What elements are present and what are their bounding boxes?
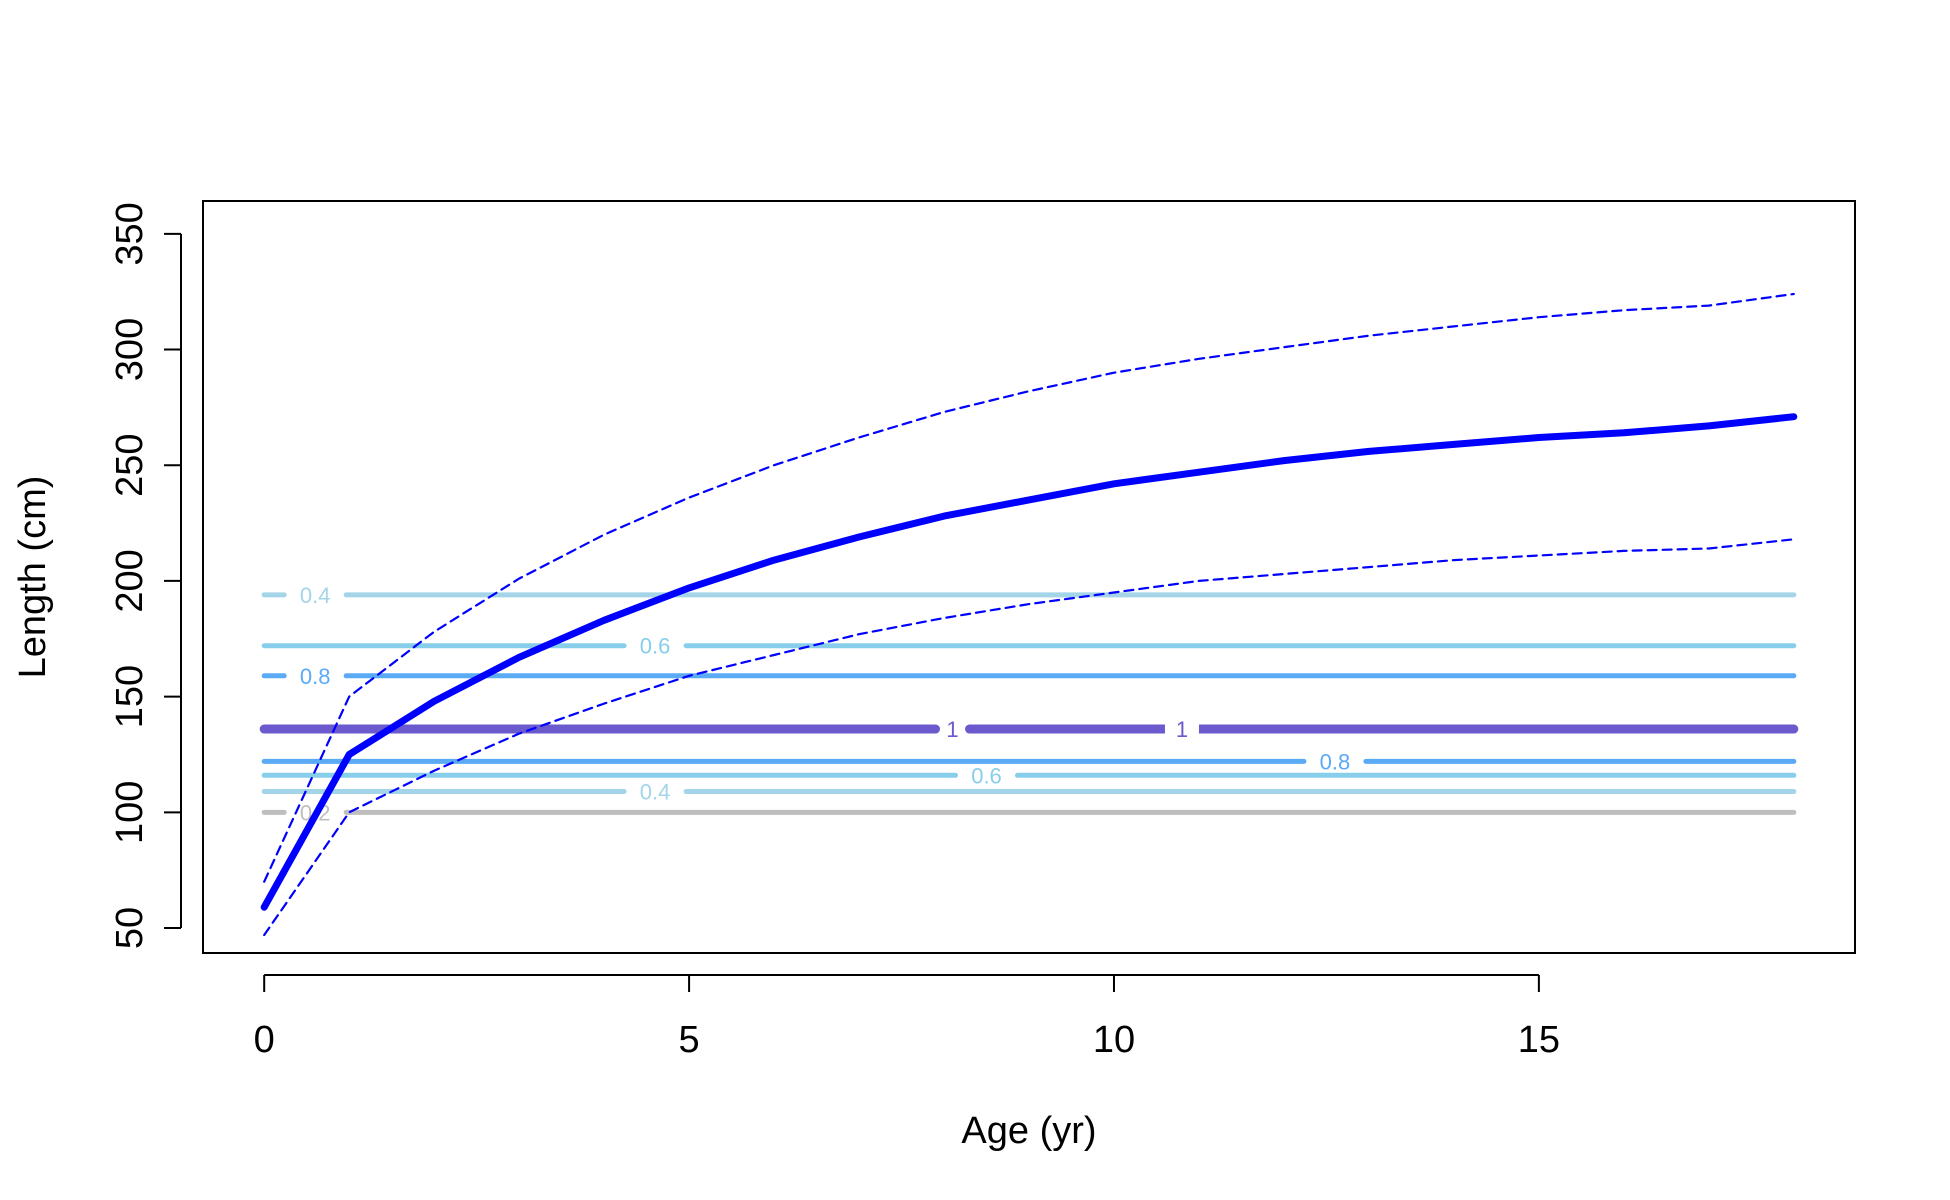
x-tick-label-0: 0 (254, 1019, 275, 1061)
data-series (260, 292, 1798, 937)
y-tick-label-6: 350 (109, 202, 151, 265)
contour-label-3: 1 (946, 717, 958, 742)
y-axis: 50 100 150 200 250 300 350 (109, 202, 182, 949)
contour-label-5: 0.8 (1320, 749, 1351, 774)
y-tick-label-1: 100 (109, 781, 151, 844)
y-tick-label-0: 50 (109, 907, 151, 949)
series-mean-line (260, 413, 1798, 911)
x-axis: 0 5 10 15 (254, 974, 1560, 1061)
y-tick-label-3: 200 (109, 549, 151, 612)
selectivity-contours: 0.40.60.81 10.80.60.40.2 (259, 583, 1799, 825)
contour-label-2: 0.8 (300, 664, 331, 689)
y-axis-label: Length (cm) (12, 476, 54, 679)
contour-label-0: 0.4 (300, 583, 331, 608)
series-lower-line (263, 538, 1795, 937)
y-tick-label-2: 150 (109, 665, 151, 728)
contour-label-4: 1 (1176, 717, 1188, 742)
contour-label-7: 0.4 (640, 779, 671, 804)
series-upper-line (263, 292, 1795, 883)
x-tick-label-2: 10 (1093, 1019, 1135, 1061)
x-tick-label-3: 15 (1518, 1019, 1560, 1061)
x-tick-label-1: 5 (679, 1019, 700, 1061)
y-tick-label-4: 250 (109, 433, 151, 496)
contour-label-6: 0.6 (971, 763, 1002, 788)
contour-label-gap-4 (1164, 723, 1199, 736)
contour-label-1: 0.6 (640, 634, 671, 659)
plot-frame (202, 200, 1856, 954)
x-axis-label: Age (yr) (961, 1110, 1096, 1152)
y-tick-label-5: 300 (109, 318, 151, 381)
